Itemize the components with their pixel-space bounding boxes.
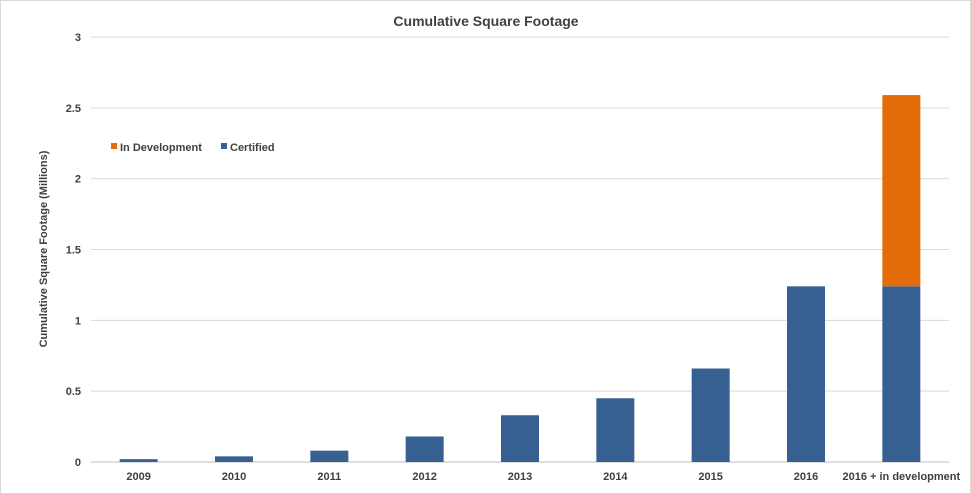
y-tick-label: 3 (75, 32, 81, 44)
y-tick-label: 0 (75, 457, 81, 469)
y-axis-label: Cumulative Square Footage (Millions) (38, 150, 50, 347)
y-tick-label: 2.5 (66, 103, 81, 115)
x-tick-label: 2016 + in development (842, 471, 960, 483)
x-tick-label: 2014 (603, 471, 628, 483)
bar-certified (215, 456, 253, 462)
x-tick-label: 2012 (412, 471, 436, 483)
legend: In Development Certified (111, 142, 275, 154)
legend-label: In Development (120, 142, 202, 154)
bar-certified (501, 415, 539, 462)
bar-in-development (882, 95, 921, 287)
axis-ticks: 0 0.5 1 1.5 2 2.5 3 2009 2010 2011 2012 2013 2014 201… (66, 32, 961, 483)
y-tick-label: 1.5 (66, 245, 81, 257)
x-tick-label: 2010 (222, 471, 246, 483)
gridlines (91, 36, 949, 463)
bar-certified (119, 459, 158, 462)
bar-certified (882, 286, 921, 462)
y-tick-label: 2 (75, 174, 81, 186)
x-tick-label: 2013 (508, 471, 532, 483)
bars (119, 95, 921, 462)
legend-swatch (221, 143, 227, 149)
bar-certified (596, 398, 635, 462)
bar-certified (691, 368, 730, 462)
x-tick-label: 2011 (317, 471, 341, 483)
chart-title: Cumulative Square Footage (393, 13, 578, 29)
x-tick-label: 2009 (126, 471, 150, 483)
legend-swatch (111, 143, 117, 149)
bar-certified (787, 286, 825, 462)
bar-certified (405, 436, 444, 462)
y-tick-label: 0.5 (66, 386, 81, 398)
y-tick-label: 1 (75, 315, 81, 327)
x-tick-label: 2016 (794, 471, 818, 483)
bar-certified (310, 450, 349, 462)
legend-label: Certified (230, 142, 275, 154)
x-tick-label: 2015 (698, 471, 722, 483)
